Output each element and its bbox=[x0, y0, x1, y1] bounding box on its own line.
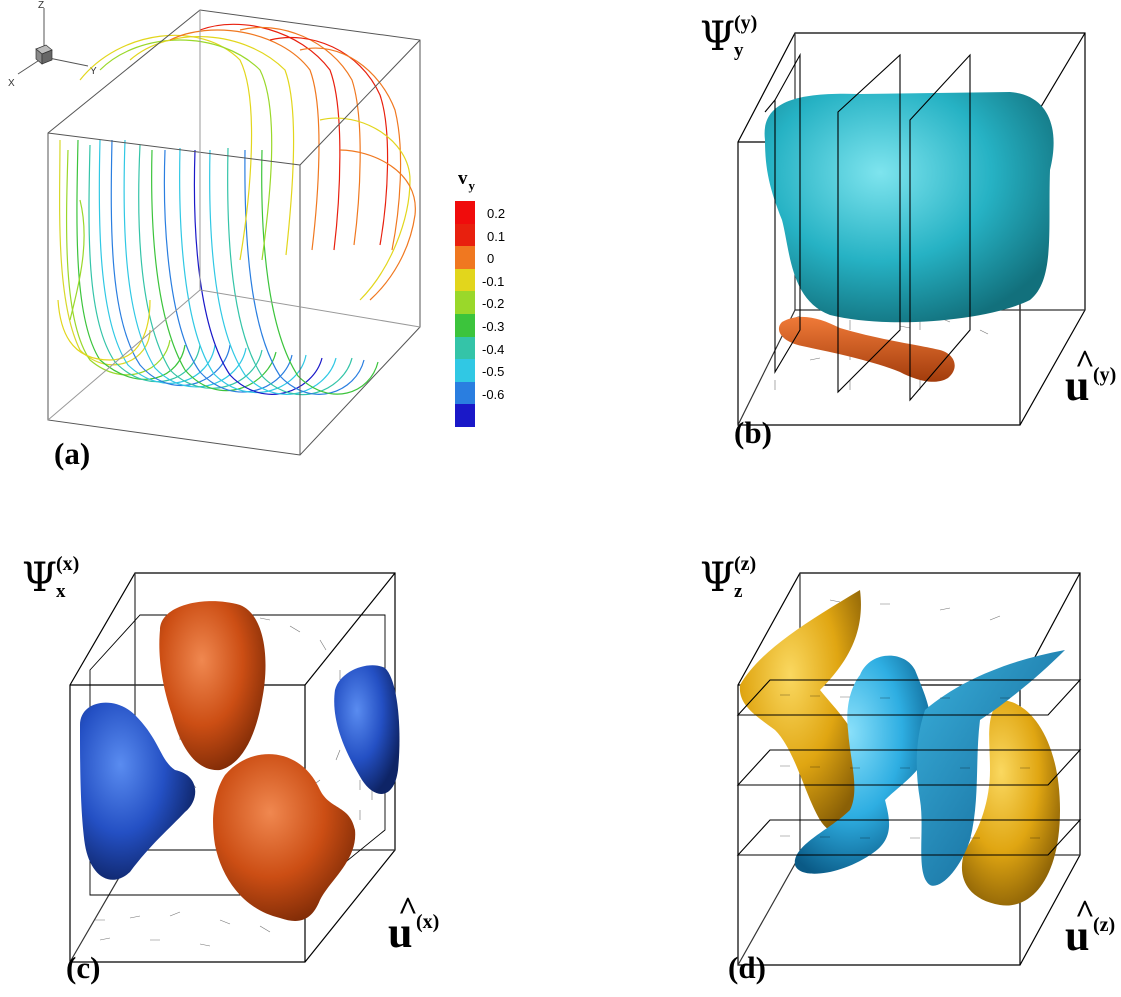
u-hat-y-symbol: ^ u (y) bbox=[1065, 360, 1089, 411]
panel-c: Ψ (x) x bbox=[0, 500, 560, 997]
panel-c-label: (c) bbox=[66, 950, 100, 986]
colorbar-tick-label: -0.6 bbox=[482, 387, 504, 402]
colorbar-tick-label: -0.5 bbox=[482, 364, 504, 379]
colorbar-segment bbox=[455, 201, 475, 224]
colorbar-tick-label: 0 bbox=[487, 251, 494, 266]
panel-d: Ψ (z) z bbox=[560, 500, 1121, 997]
isosurface-d bbox=[560, 500, 1121, 997]
panel-a: Z Y X bbox=[0, 0, 560, 480]
streamline-plot bbox=[0, 0, 460, 470]
panel-d-label: (d) bbox=[728, 950, 766, 986]
panel-b: Ψ (y) y bbox=[560, 0, 1121, 480]
colorbar-tick-label: -0.1 bbox=[482, 274, 504, 289]
colorbar-tick-label: -0.4 bbox=[482, 342, 504, 357]
u-hat-x-symbol: ^ u (x) bbox=[388, 907, 412, 958]
isosurface-c bbox=[0, 500, 560, 997]
colorbar-tick-label: -0.3 bbox=[482, 319, 504, 334]
colorbar-segment bbox=[455, 404, 475, 427]
colorbar-segment bbox=[455, 291, 475, 314]
colorbar-tick-label: 0.2 bbox=[487, 206, 505, 221]
colorbar-segment bbox=[455, 269, 475, 292]
u-hat-z-symbol: ^ u (z) bbox=[1065, 910, 1089, 961]
panel-b-label: (b) bbox=[734, 415, 772, 451]
colorbar-segment bbox=[455, 337, 475, 360]
legend-title: vy bbox=[458, 168, 475, 190]
colorbar-segment bbox=[455, 314, 475, 337]
colorbar-tick-label: 0.1 bbox=[487, 229, 505, 244]
isosurface-b bbox=[560, 0, 1121, 480]
colorbar-tick-label: -0.2 bbox=[482, 296, 504, 311]
colorbar-segment bbox=[455, 224, 475, 247]
panel-a-label: (a) bbox=[54, 436, 90, 472]
colorbar bbox=[455, 201, 475, 427]
colorbar-segment bbox=[455, 246, 475, 269]
colorbar-segment bbox=[455, 359, 475, 382]
colorbar-segment bbox=[455, 382, 475, 405]
